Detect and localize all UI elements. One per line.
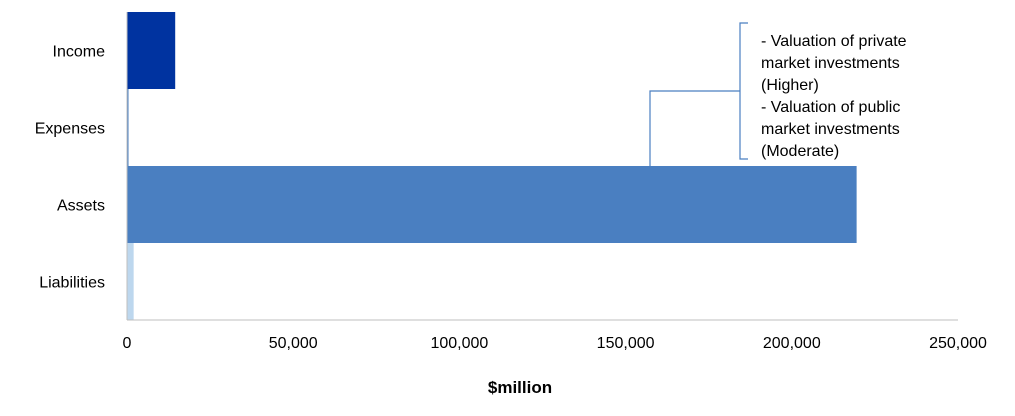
x-axis-title: $million xyxy=(488,378,552,397)
x-tick-label: 150,000 xyxy=(597,335,655,352)
bar-income xyxy=(127,12,176,89)
annotation-line: (Higher) xyxy=(761,77,819,94)
annotation-bracket xyxy=(739,22,748,160)
x-tick-label: 100,000 xyxy=(430,335,488,352)
category-label-income: Income xyxy=(53,44,106,61)
category-labels: Income Expenses Assets Liabilities xyxy=(35,44,105,292)
annotation-line: (Moderate) xyxy=(761,143,839,160)
annotation-lines: - Valuation of private market investments… xyxy=(761,33,907,160)
bar-liabilities xyxy=(127,243,134,320)
x-tick-label: 50,000 xyxy=(269,335,318,352)
annotation-leader-line xyxy=(649,90,740,167)
x-tick-labels: 0 50,000 100,000 150,000 200,000 250,000 xyxy=(123,335,987,352)
bar-expenses xyxy=(127,89,129,166)
category-label-liabilities: Liabilities xyxy=(39,275,105,292)
category-label-assets: Assets xyxy=(57,198,105,215)
annotation-line: market investments xyxy=(761,55,900,72)
bars-layer xyxy=(127,12,857,320)
x-tick-label: 250,000 xyxy=(929,335,987,352)
annotation-line: - Valuation of private xyxy=(761,33,907,50)
x-tick-label: 200,000 xyxy=(763,335,821,352)
annotation-line: - Valuation of public xyxy=(761,99,900,116)
bar-assets xyxy=(127,166,857,243)
category-label-expenses: Expenses xyxy=(35,121,105,138)
annotation-line: market investments xyxy=(761,121,900,138)
x-tick-label: 0 xyxy=(123,335,132,352)
annotation: - Valuation of private market investments… xyxy=(649,22,907,167)
